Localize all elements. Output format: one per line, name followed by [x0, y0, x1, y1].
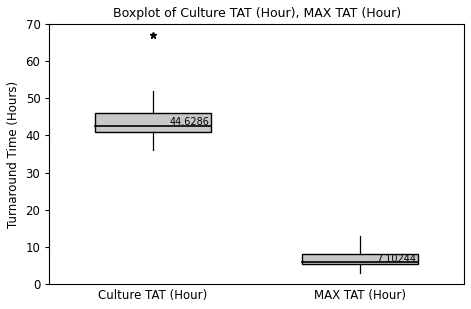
Text: 7.10244: 7.10244 [376, 254, 416, 264]
Bar [95, 113, 211, 132]
Y-axis label: Turnaround Time (Hours): Turnaround Time (Hours) [7, 80, 20, 228]
Bar [302, 254, 418, 264]
Title: Boxplot of Culture TAT (Hour), MAX TAT (Hour): Boxplot of Culture TAT (Hour), MAX TAT (… [113, 7, 401, 20]
Text: 44.6286: 44.6286 [169, 117, 209, 127]
